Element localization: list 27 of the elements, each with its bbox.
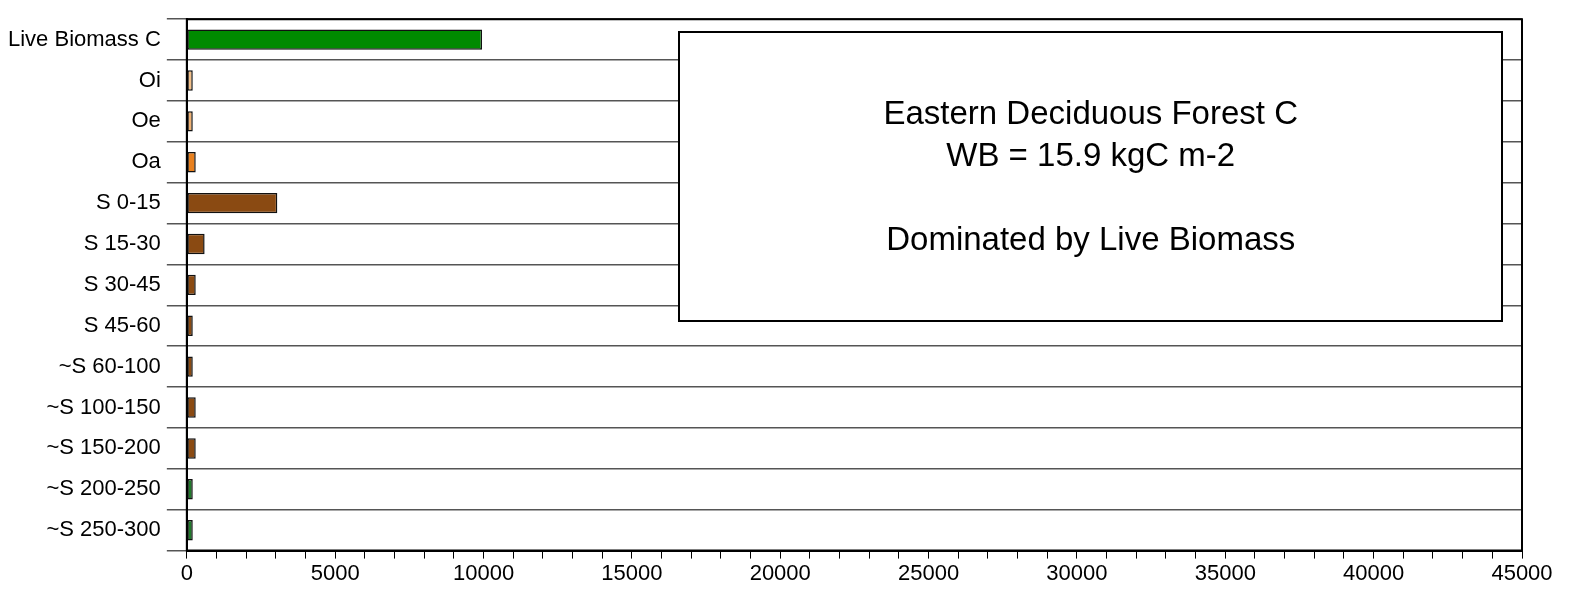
x-tick-label: 0 xyxy=(180,559,193,585)
note-box: Eastern Deciduous Forest C WB = 15.9 kgC m-2 Dominated by Live Biomass xyxy=(678,30,1504,323)
y-tick-label: S 45-60 xyxy=(83,311,161,337)
y-tick-label: ~S 60-100 xyxy=(58,352,161,378)
x-tick-label: 30000 xyxy=(1046,559,1108,585)
annotation: WB = 15.9 kgC m-2 xyxy=(946,135,1236,176)
x-tick-label: 15000 xyxy=(601,559,663,585)
x-tick-label: 20000 xyxy=(749,559,811,585)
y-tick-label: Oi xyxy=(138,66,161,92)
y-tick-label: S 30-45 xyxy=(83,270,161,296)
x-tick-label: 40000 xyxy=(1343,559,1405,585)
y-tick-label: Oe xyxy=(131,107,161,133)
x-tick-label: 45000 xyxy=(1491,559,1553,585)
y-tick-label: S 15-30 xyxy=(83,230,161,256)
y-tick-label: ~S 250-300 xyxy=(46,516,161,542)
x-tick-label: 25000 xyxy=(898,559,960,585)
y-tick-label: ~S 100-150 xyxy=(46,393,161,419)
x-tick-label: 10000 xyxy=(452,559,515,585)
y-tick-label: Oa xyxy=(131,148,162,174)
annotation: Dominated by Live Biomass xyxy=(886,219,1296,260)
y-tick-label: ~S 200-250 xyxy=(46,475,161,501)
y-tick-label: Live Biomass C xyxy=(7,25,161,51)
x-tick-label: 5000 xyxy=(310,559,360,585)
y-tick-label: S 0-15 xyxy=(96,189,161,215)
x-tick-label: 35000 xyxy=(1194,559,1256,585)
annotation: Eastern Deciduous Forest C xyxy=(883,93,1298,134)
y-tick-label: ~S 150-200 xyxy=(46,434,161,460)
